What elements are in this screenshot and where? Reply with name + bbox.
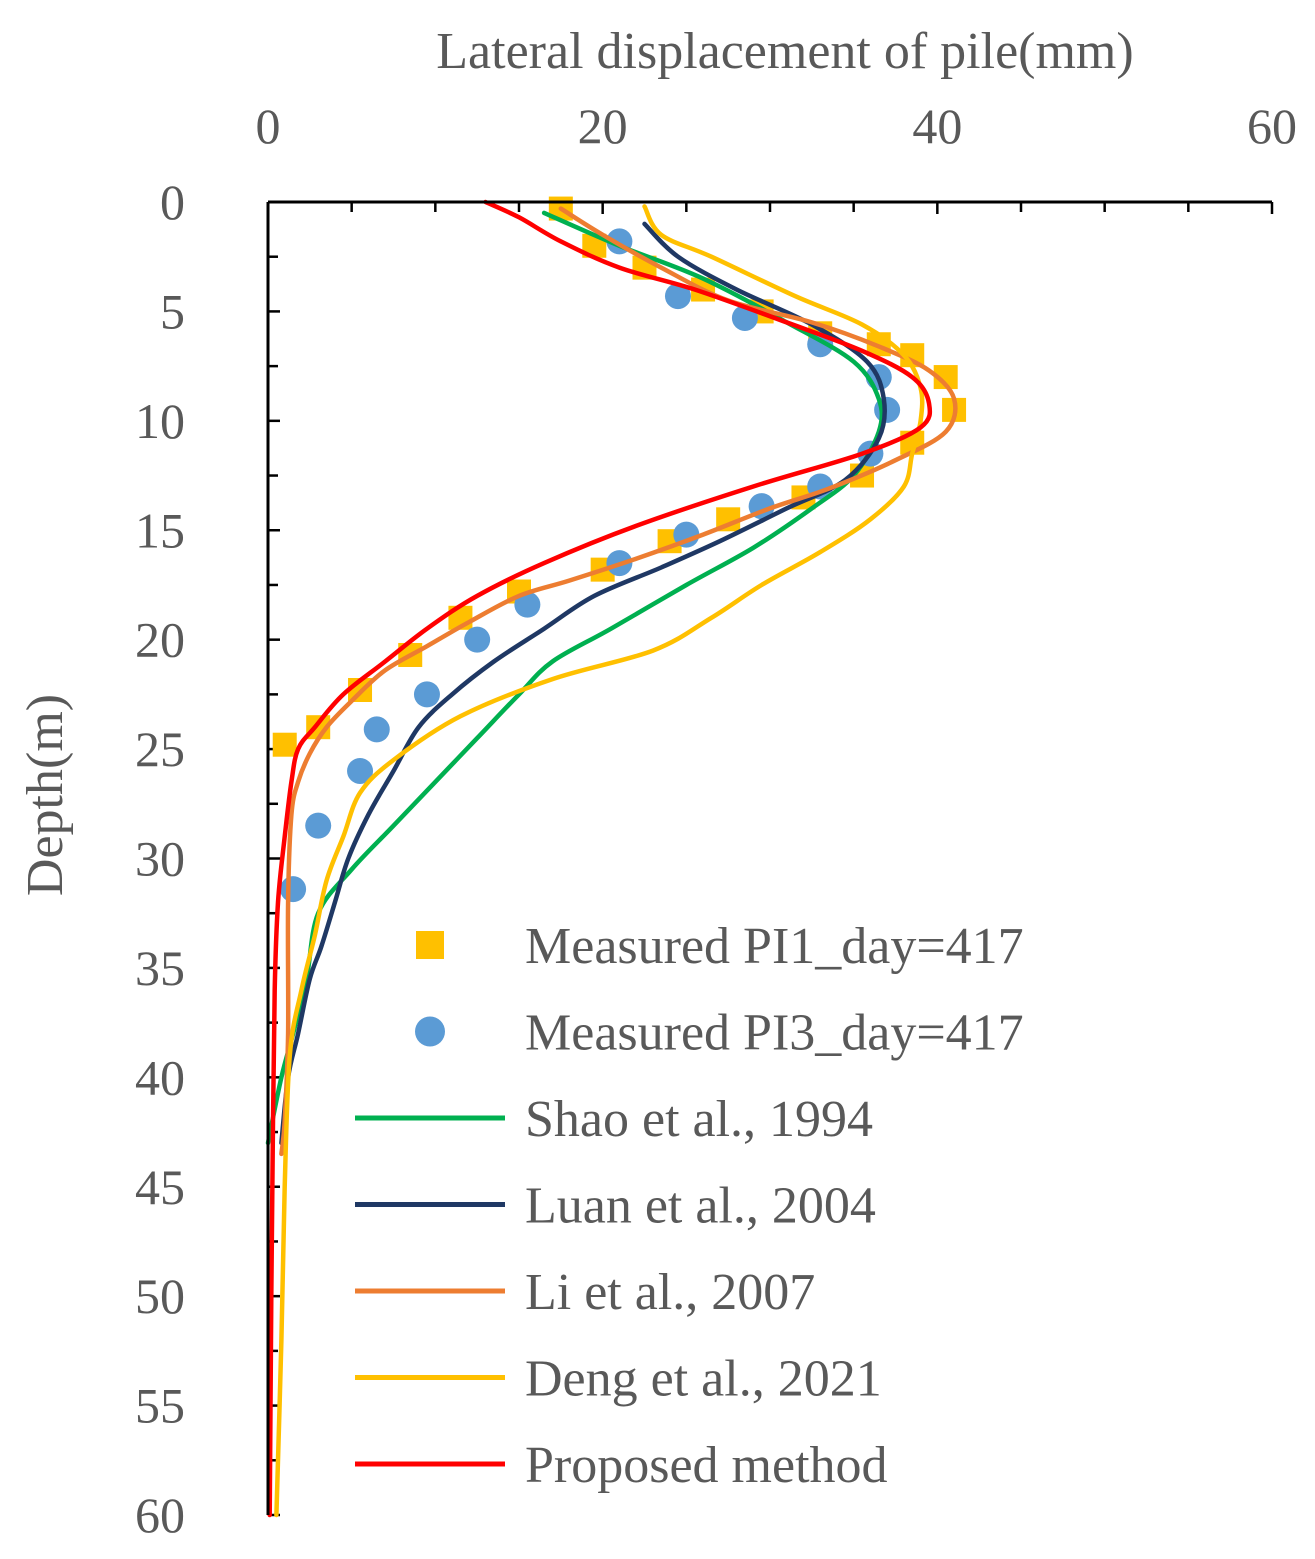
legend-circle-icon [415,1016,445,1047]
legend-label: Measured PI3_day=417 [525,1005,1024,1062]
y-tick-label: 15 [135,502,185,558]
plot-lines [265,199,958,1518]
x-tick-label: 20 [578,98,628,154]
x-tick-label: 60 [1247,98,1297,154]
data-point-circle [363,716,390,743]
x-axis-ticks: 0 20 40 60 [256,98,1297,214]
legend-entry-measured-pi1-day-417: Measured PI1_day=417 [416,918,1024,975]
legend-label: Measured PI1_day=417 [525,918,1024,975]
legend-entry-deng-et-al-2021: Deng et al., 2021 [355,1351,882,1408]
legend-entry-li-et-al-2007: Li et al., 2007 [355,1264,815,1321]
y-tick-label: 40 [135,1049,185,1105]
y-tick-label: 10 [135,393,185,449]
series-line-li-et-al-2007 [279,206,958,1157]
y-tick-label: 25 [135,721,185,777]
x-tick-label: 40 [912,98,962,154]
y-tick-label: 0 [160,174,185,230]
legend-label: Li et al., 2007 [525,1264,815,1321]
y-tick-label: 30 [135,831,185,887]
x-tick-label: 0 [256,98,281,154]
legend: Measured PI1_day=417 Measured PI3_day=417… [355,918,1024,1494]
y-tick-label: 5 [160,283,185,339]
legend-label: Shao et al., 1994 [525,1091,873,1148]
legend-label: Deng et al., 2021 [525,1351,882,1408]
data-point-circle [464,626,491,653]
y-tick-label: 35 [135,940,185,996]
legend-entry-shao-et-al-1994: Shao et al., 1994 [355,1091,873,1148]
axes [266,200,1272,1515]
y-tick-label: 50 [135,1268,185,1324]
data-point-circle [664,283,691,310]
y-tick-label: 45 [135,1159,185,1215]
legend-entry-proposed-method: Proposed method [355,1437,888,1494]
series-line-deng-et-al-2021 [274,204,925,1518]
data-point-square [272,732,297,757]
y-tick-label: 20 [135,612,185,668]
series-line-shao-et-al-1994 [265,210,885,1146]
series-line-proposed-method [267,199,933,1518]
data-point-circle [514,591,541,618]
y-axis-ticks: 0 5 10 15 20 25 30 35 40 45 50 55 60 [135,174,280,1543]
y-axis-title: Depth(m) [17,694,74,896]
x-axis-title: Lateral displacement of pile(mm) [436,23,1133,80]
series-line-luan-et-al-2004 [279,221,887,1146]
y-tick-label: 55 [135,1378,185,1434]
legend-label: Luan et al., 2004 [525,1178,876,1235]
data-point-circle [280,876,307,903]
legend-label: Proposed method [525,1437,888,1494]
data-point-circle [305,812,332,839]
legend-entry-measured-pi3-day-417: Measured PI3_day=417 [415,1005,1024,1062]
legend-square-icon [416,931,444,959]
data-point-circle [413,681,440,708]
legend-entry-luan-et-al-2004: Luan et al., 2004 [355,1178,876,1235]
data-point-circle [347,757,374,784]
y-tick-label: 60 [135,1487,185,1543]
